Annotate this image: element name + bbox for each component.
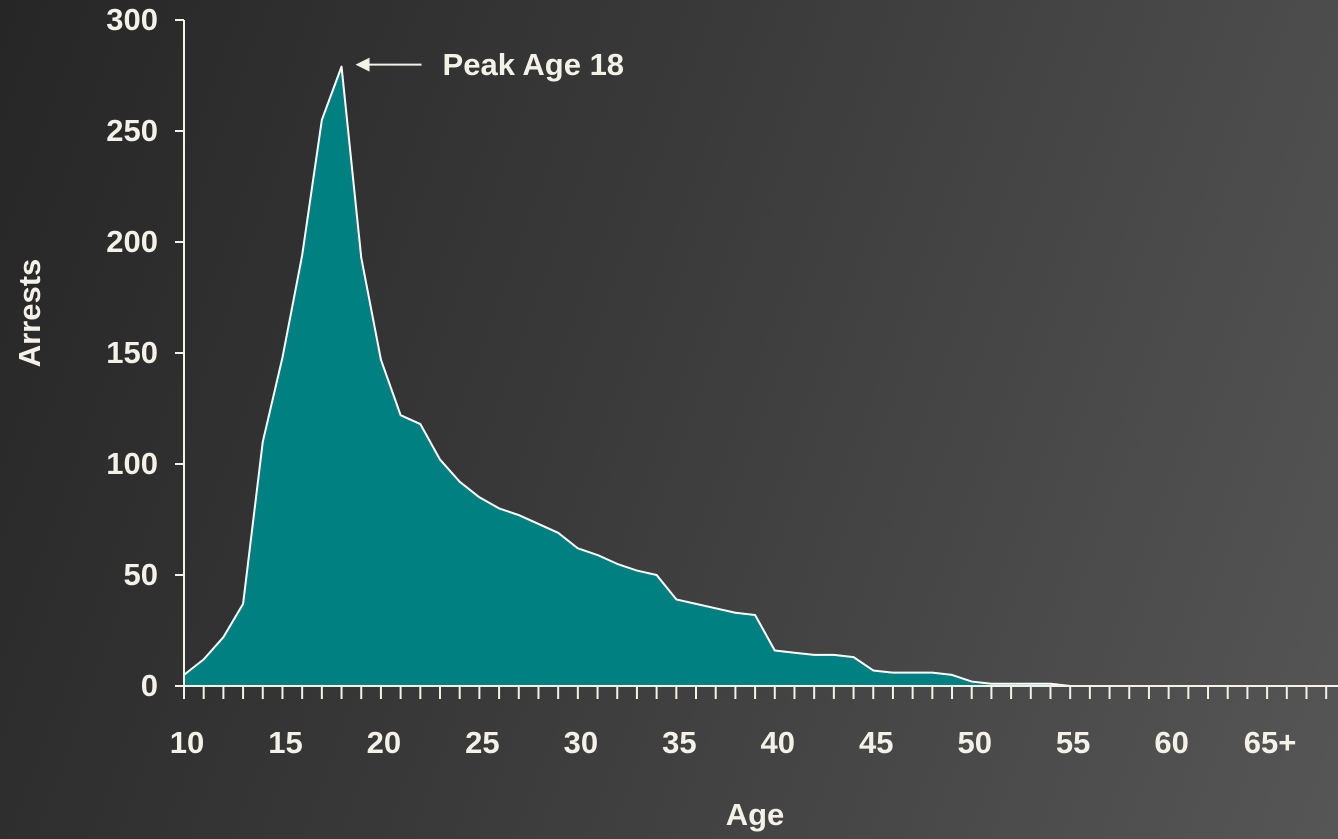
y-axis-label: Arrests [12,259,47,368]
annotation: Peak Age 18 [443,47,625,82]
x-tick-label: 55 [1056,725,1090,760]
y-tick-label: 100 [106,446,158,481]
y-tick-label: 300 [106,2,158,37]
annotation-arrowhead [355,57,370,72]
y-tick-label: 250 [106,113,158,148]
y-tick-label: 150 [106,335,158,370]
x-tick-label: 10 [170,725,204,760]
y-tick-label: 200 [106,224,158,259]
x-tick-label: 65+ [1244,725,1297,760]
x-tick-label: 25 [465,725,499,760]
area [183,65,1328,687]
x-tick-label: 30 [564,725,598,760]
x-tick-label: 40 [761,725,795,760]
x-tick-label: 50 [957,725,991,760]
y-tick-label: 50 [124,557,158,592]
x-tick-label: 15 [268,725,302,760]
x-tick-label: 35 [662,725,696,760]
x-axis-label: Age [726,797,785,832]
x-tick-label: 45 [859,725,893,760]
y-tick-label: 0 [141,668,158,703]
x-tick-label: 20 [367,725,401,760]
x-tick-label: 60 [1154,725,1188,760]
